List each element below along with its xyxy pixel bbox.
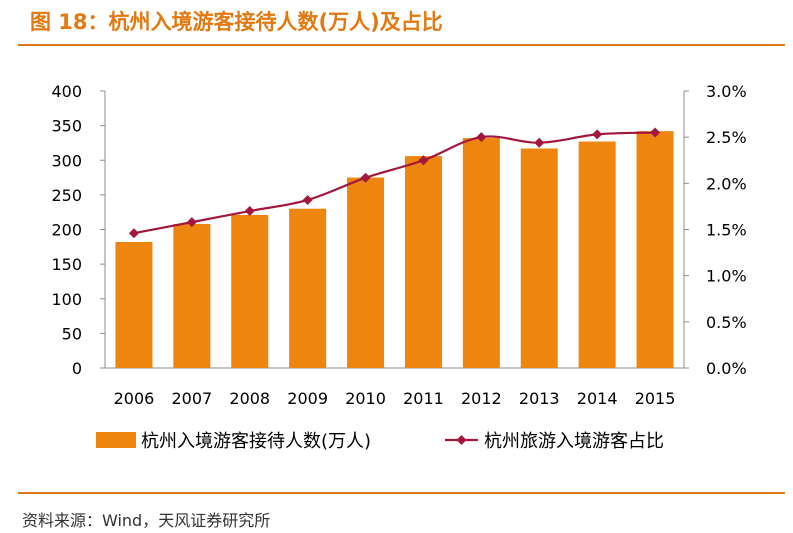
x-tick-label: 2006: [114, 389, 155, 408]
bar: [404, 156, 442, 368]
bar: [636, 131, 674, 368]
left-axis-tick-label: 300: [51, 151, 82, 170]
x-tick-label: 2015: [635, 389, 676, 408]
left-axis-tick-label: 200: [51, 221, 82, 240]
right-axis-tick-label: 3.0%: [706, 82, 747, 101]
left-axis-tick-label: 100: [51, 290, 82, 309]
right-axis-tick-label: 2.5%: [706, 128, 747, 147]
x-tick-label: 2012: [461, 389, 502, 408]
x-axis: 2006 2007 2008 2009 2010 2011 2012 2013 2014 2015: [105, 367, 684, 408]
legend-swatch-bar: [96, 432, 136, 448]
left-axis-tick-label: 400: [51, 82, 82, 101]
legend-swatch-marker: [456, 435, 467, 445]
bar: [347, 177, 385, 368]
x-tick-label: 2014: [577, 389, 618, 408]
left-axis-tick-label: 50: [62, 324, 82, 343]
x-tick-label: 2007: [171, 389, 212, 408]
line-point-marker: [592, 129, 603, 140]
bar: [173, 223, 211, 368]
right-axis-tick-label: 0.0%: [706, 359, 747, 378]
line-point-marker: [244, 206, 255, 217]
left-axis: 0 50 100 150 200 250 300 350 400: [51, 82, 106, 378]
right-axis-tick-label: 2.0%: [706, 174, 747, 193]
bar: [115, 241, 153, 368]
bar-series: [115, 131, 674, 368]
right-axis-tick-label: 1.5%: [706, 221, 747, 240]
share-line: [133, 131, 656, 235]
x-tick-label: 2011: [403, 389, 444, 408]
title-rule: [18, 44, 785, 46]
legend-label-line: 杭州旅游入境游客占比: [484, 431, 664, 452]
line-series: [128, 127, 661, 239]
x-tick-label: 2010: [345, 389, 386, 408]
line-point-marker: [360, 172, 371, 183]
line-point-marker: [534, 137, 545, 148]
bar: [520, 148, 558, 368]
footer-rule: [18, 492, 785, 494]
left-axis-tick-label: 0: [72, 359, 82, 378]
x-tick-label: 2013: [519, 389, 560, 408]
line-point-marker: [186, 217, 197, 228]
right-axis-tick-label: 0.5%: [706, 313, 747, 332]
figure-title: 图 18：杭州入境游客接待人数(万人)及占比: [30, 10, 443, 34]
bar: [231, 214, 269, 368]
bar: [289, 208, 327, 368]
right-axis: 0.0% 0.5% 1.0% 1.5% 2.0% 2.5% 3.0%: [683, 82, 747, 378]
line-point-marker: [418, 155, 429, 166]
line-point-marker: [476, 132, 487, 143]
legend-label-bar: 杭州入境游客接待人数(万人): [141, 431, 371, 452]
legend: 杭州入境游客接待人数(万人) 杭州旅游入境游客占比: [96, 431, 664, 452]
bar: [462, 138, 500, 368]
line-point-marker: [128, 228, 139, 239]
line-point-marker: [302, 194, 313, 205]
right-axis-tick-label: 1.0%: [706, 267, 747, 286]
x-tick-label: 2009: [287, 389, 328, 408]
source-note: 资料来源：Wind，天风证券研究所: [22, 511, 271, 530]
bar: [578, 141, 616, 368]
x-tick-label: 2008: [229, 389, 270, 408]
left-axis-tick-label: 350: [51, 117, 82, 136]
line-point-marker: [650, 127, 661, 138]
left-axis-tick-label: 150: [51, 255, 82, 274]
left-axis-tick-label: 250: [51, 186, 82, 205]
